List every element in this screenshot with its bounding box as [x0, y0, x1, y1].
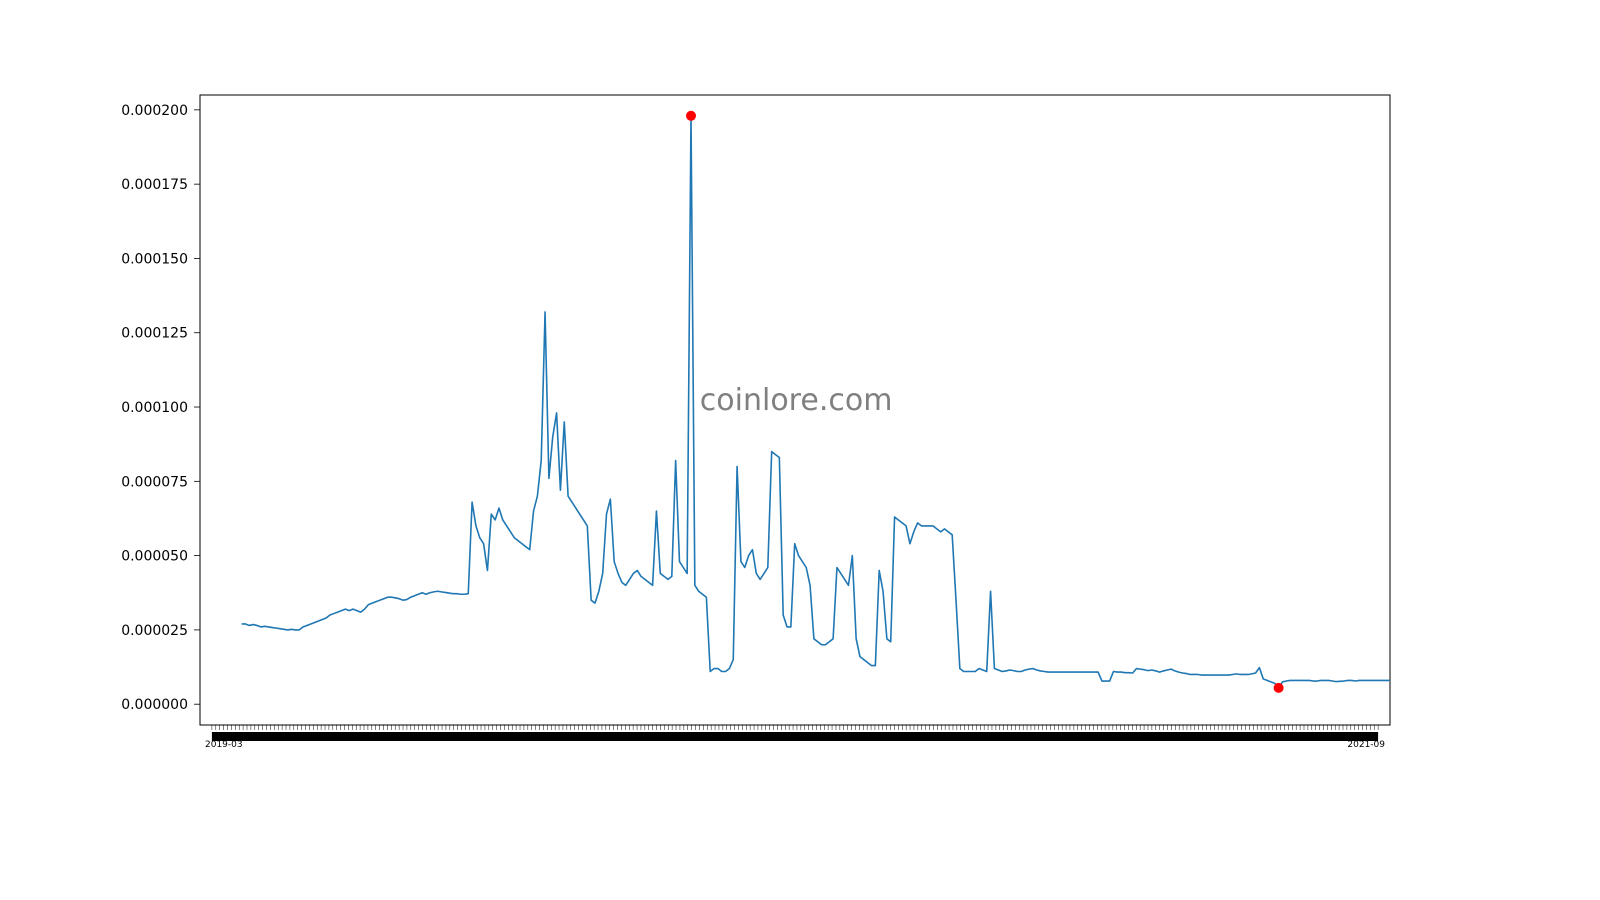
highlight-marker	[1274, 683, 1284, 693]
y-tick-label: 0.000150	[121, 251, 188, 267]
x-axis-start-label: 2019-03	[205, 740, 243, 750]
y-tick-label: 0.000100	[121, 400, 188, 416]
x-axis-end-label: 2021-09	[1347, 740, 1385, 750]
highlight-marker	[686, 111, 696, 121]
chart-background	[0, 0, 1600, 900]
y-tick-label: 0.000175	[121, 177, 188, 193]
watermark-text: coinlore.com	[700, 383, 893, 418]
y-tick-label: 0.000075	[121, 474, 188, 490]
y-tick-label: 0.000050	[121, 549, 188, 565]
y-tick-label: 0.000200	[121, 103, 188, 119]
y-tick-label: 0.000125	[121, 326, 188, 342]
y-tick-label: 0.000025	[121, 623, 188, 639]
price-line-chart: 0.000000 0.000025 0.000050 0.000075 0.000100…	[0, 0, 1600, 900]
x-tick-label-band	[212, 732, 1378, 741]
y-tick-label: 0.000000	[121, 697, 188, 713]
chart-container: 0.000000 0.000025 0.000050 0.000075 0.000100…	[0, 0, 1600, 900]
